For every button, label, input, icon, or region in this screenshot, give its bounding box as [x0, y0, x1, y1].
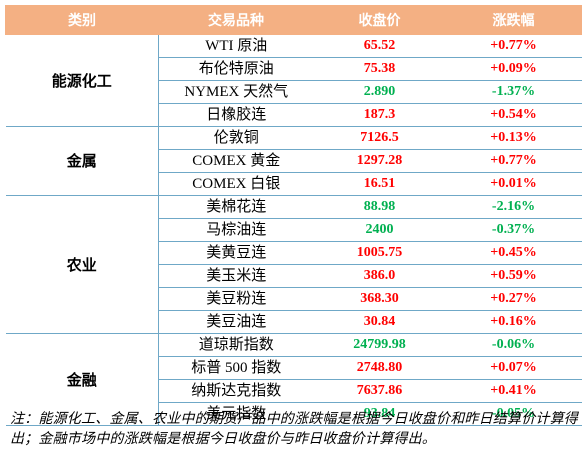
- change-percent: -0.37%: [445, 218, 582, 242]
- change-percent: -1.37%: [445, 80, 582, 104]
- instrument-name: 标普 500 指数: [158, 356, 314, 380]
- table-row: 马棕油连 2400 -0.37%: [6, 218, 582, 242]
- change-percent: +0.45%: [445, 241, 582, 265]
- header-change: 涨跌幅: [445, 5, 582, 35]
- table-row: 农业 美棉花连 88.98 -2.16%: [5, 195, 582, 334]
- close-price: 65.52: [313, 34, 446, 58]
- instrument-name: 伦敦铜: [158, 126, 314, 150]
- instrument-name: 纳斯达克指数: [158, 379, 314, 403]
- instrument-name: 美豆油连: [158, 310, 314, 334]
- table-row: 布伦特原油 75.38 +0.09%: [6, 57, 582, 81]
- instrument-name: COMEX 白银: [158, 172, 314, 196]
- change-percent: +0.59%: [445, 264, 582, 288]
- change-percent: +0.07%: [445, 356, 582, 380]
- instrument-name: 美玉米连: [158, 264, 314, 288]
- category-cell: 能源化工: [5, 34, 159, 127]
- close-price: 30.84: [313, 310, 446, 334]
- close-price: 1297.28: [313, 149, 446, 173]
- table-row: 美元指数 93.84 -0.05%: [6, 402, 582, 426]
- change-percent: +0.54%: [445, 103, 582, 127]
- instrument-name: 日橡胶连: [158, 103, 314, 127]
- header-category: 类别: [5, 5, 159, 35]
- category-cell: 金融: [5, 333, 159, 426]
- change-percent: +0.77%: [445, 34, 582, 58]
- change-percent: +0.01%: [445, 172, 582, 196]
- category-cell: 农业: [5, 195, 159, 334]
- close-price: 187.3: [313, 103, 446, 127]
- instrument-name: 道琼斯指数: [158, 333, 314, 357]
- close-price: 386.0: [313, 264, 446, 288]
- table-header-row: 类别 交易品种 收盘价 涨跌幅: [5, 5, 582, 35]
- table-row: 标普 500 指数 2748.80 +0.07%: [6, 356, 582, 380]
- instrument-name: NYMEX 天然气: [158, 80, 314, 104]
- close-price: 88.98: [313, 195, 446, 219]
- change-percent: +0.41%: [445, 379, 582, 403]
- instrument-name: COMEX 黄金: [158, 149, 314, 173]
- close-price: 2.890: [313, 80, 446, 104]
- close-price: 2748.80: [313, 356, 446, 380]
- table-row: 美豆粉连 368.30 +0.27%: [6, 287, 582, 311]
- change-percent: +0.09%: [445, 57, 582, 81]
- instrument-name: 布伦特原油: [158, 57, 314, 81]
- close-price: 1005.75: [313, 241, 446, 265]
- header-close: 收盘价: [313, 5, 446, 35]
- table-row: 美玉米连 386.0 +0.59%: [6, 264, 582, 288]
- close-price: 368.30: [313, 287, 446, 311]
- close-price: 24799.98: [313, 333, 446, 357]
- instrument-name: 美豆粉连: [158, 287, 314, 311]
- change-percent: +0.16%: [445, 310, 582, 334]
- change-percent: -0.05%: [445, 402, 582, 426]
- close-price: 16.51: [313, 172, 446, 196]
- change-percent: +0.13%: [445, 126, 582, 150]
- change-percent: -2.16%: [445, 195, 582, 219]
- close-price: 7637.86: [313, 379, 446, 403]
- change-percent: +0.77%: [445, 149, 582, 173]
- change-percent: -0.06%: [445, 333, 582, 357]
- instrument-name: WTI 原油: [158, 34, 314, 58]
- close-price: 7126.5: [313, 126, 446, 150]
- table-row: COMEX 白银 16.51 +0.01%: [6, 172, 582, 196]
- instrument-name: 美元指数: [158, 402, 314, 426]
- table-row: 日橡胶连 187.3 +0.54%: [6, 103, 582, 127]
- table-row: 美黄豆连 1005.75 +0.45%: [6, 241, 582, 265]
- table-row: 美豆油连 30.84 +0.16%: [6, 310, 582, 334]
- instrument-name: 美棉花连: [158, 195, 314, 219]
- instrument-name: 马棕油连: [158, 218, 314, 242]
- footnote: 注：能源化工、金属、农业中的期货产品中的涨跌幅是根据今日收盘价和昨日结算价计算得…: [10, 411, 578, 447]
- change-percent: +0.27%: [445, 287, 582, 311]
- close-price: 2400: [313, 218, 446, 242]
- instrument-name: 美黄豆连: [158, 241, 314, 265]
- close-price: 93.84: [313, 402, 446, 426]
- table-row: 能源化工 WTI 原油 65.52 +0.77%: [5, 34, 582, 127]
- table-row: COMEX 黄金 1297.28 +0.77%: [6, 149, 582, 173]
- table-body: 能源化工 WTI 原油 65.52 +0.77% 布伦特原油 75.38 +0.09% NYM…: [5, 34, 582, 426]
- market-table: 类别 交易品种 收盘价 涨跌幅 能源化工 WTI 原油 65.52 +0.77% 布伦特…: [5, 5, 582, 426]
- table-row: 金属 伦敦铜 7126.5 +0.13%: [5, 126, 582, 196]
- table-row: 金融 道琼斯指数 24799.98 -0.06%: [5, 333, 582, 426]
- table-row: 纳斯达克指数 7637.86 +0.41%: [6, 379, 582, 403]
- close-price: 75.38: [313, 57, 446, 81]
- category-cell: 金属: [5, 126, 159, 196]
- header-instrument: 交易品种: [158, 5, 314, 35]
- table-row: NYMEX 天然气 2.890 -1.37%: [6, 80, 582, 104]
